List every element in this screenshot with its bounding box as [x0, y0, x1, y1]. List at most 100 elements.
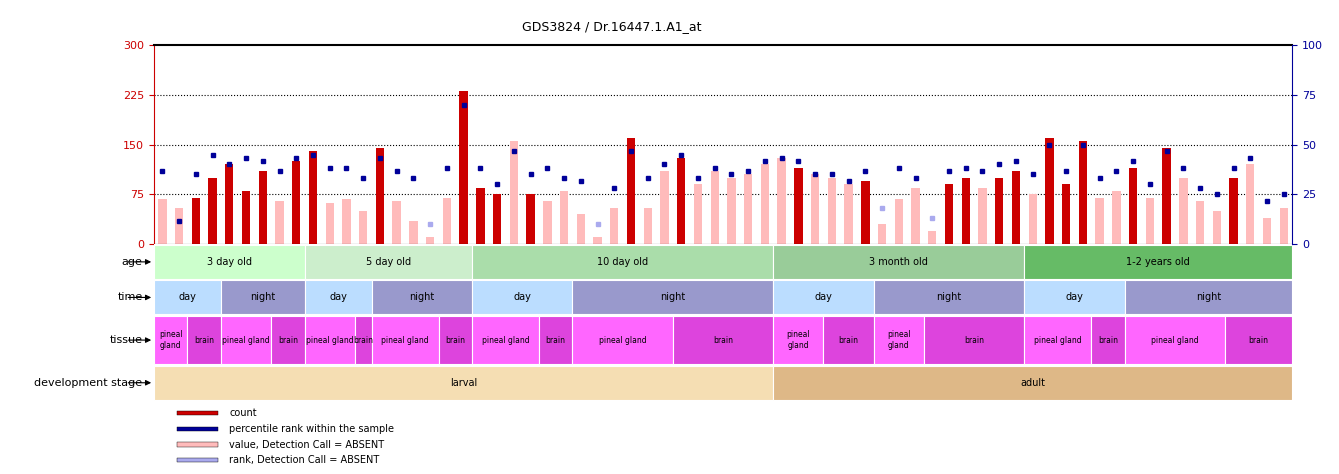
Bar	[1225, 316, 1292, 364]
Bar	[439, 316, 473, 364]
Bar	[861, 181, 869, 244]
Bar	[1024, 245, 1292, 279]
Text: pineal gland: pineal gland	[305, 336, 353, 345]
Bar	[823, 316, 874, 364]
Bar	[1024, 281, 1125, 315]
Bar	[355, 316, 372, 364]
Bar	[242, 191, 250, 244]
Bar	[995, 178, 1003, 244]
Bar	[177, 443, 218, 447]
Text: day: day	[1066, 292, 1083, 302]
Bar	[1213, 211, 1221, 244]
Text: 5 day old: 5 day old	[366, 257, 411, 267]
Bar	[158, 199, 166, 244]
Bar	[410, 221, 418, 244]
Bar	[794, 168, 802, 244]
Text: 3 day old: 3 day old	[206, 257, 252, 267]
Bar	[774, 281, 874, 315]
Text: pineal
gland: pineal gland	[786, 330, 810, 350]
Text: development stage: development stage	[35, 378, 143, 388]
Bar	[961, 178, 969, 244]
Bar	[711, 171, 719, 244]
Bar	[209, 178, 217, 244]
Text: brain: brain	[1249, 336, 1268, 345]
Bar	[1028, 194, 1036, 244]
Text: day: day	[513, 292, 532, 302]
Bar	[678, 158, 686, 244]
Bar	[912, 188, 920, 244]
Text: pineal gland: pineal gland	[599, 336, 647, 345]
Text: day: day	[178, 292, 197, 302]
Text: 10 day old: 10 day old	[597, 257, 648, 267]
Bar	[187, 316, 221, 364]
Bar	[593, 237, 601, 244]
Text: tissue: tissue	[110, 335, 143, 345]
Text: adult: adult	[1020, 378, 1046, 388]
Bar	[1162, 148, 1170, 244]
Bar	[177, 458, 218, 463]
Bar	[874, 316, 924, 364]
Bar	[560, 191, 568, 244]
Bar	[660, 171, 668, 244]
Bar	[493, 194, 501, 244]
Text: GDS3824 / Dr.16447.1.A1_at: GDS3824 / Dr.16447.1.A1_at	[522, 20, 702, 33]
Bar	[343, 199, 351, 244]
Text: brain: brain	[964, 336, 984, 345]
Bar	[761, 164, 769, 244]
Bar	[945, 184, 953, 244]
Bar	[1196, 201, 1204, 244]
Bar	[1113, 191, 1121, 244]
Bar	[1079, 141, 1087, 244]
Bar	[1062, 184, 1070, 244]
Bar	[359, 211, 367, 244]
Bar	[979, 188, 987, 244]
Bar	[674, 316, 774, 364]
Text: percentile rank within the sample: percentile rank within the sample	[229, 424, 394, 434]
Bar	[774, 366, 1292, 400]
Text: pineal
gland: pineal gland	[159, 330, 182, 350]
Bar	[544, 201, 552, 244]
Bar	[272, 316, 305, 364]
Text: pineal gland: pineal gland	[222, 336, 270, 345]
Bar	[154, 245, 305, 279]
Text: brain: brain	[714, 336, 732, 345]
Bar	[1046, 138, 1054, 244]
Bar	[392, 201, 400, 244]
Bar	[1229, 178, 1237, 244]
Bar	[1129, 168, 1137, 244]
Bar	[177, 411, 218, 415]
Bar	[473, 316, 540, 364]
Bar	[778, 158, 786, 244]
Bar	[154, 316, 187, 364]
Bar	[878, 224, 886, 244]
Bar	[1146, 198, 1154, 244]
Bar	[811, 174, 819, 244]
Bar	[376, 148, 384, 244]
Text: brain: brain	[353, 336, 374, 345]
Text: pineal gland: pineal gland	[1152, 336, 1198, 345]
Bar	[627, 138, 635, 244]
Bar	[526, 194, 534, 244]
Bar	[175, 208, 183, 244]
Bar	[1095, 198, 1103, 244]
Text: pineal
gland: pineal gland	[886, 330, 911, 350]
Text: brain: brain	[279, 336, 297, 345]
Bar	[1125, 316, 1225, 364]
Bar	[309, 151, 317, 244]
Text: night: night	[1196, 292, 1221, 302]
Bar	[221, 281, 305, 315]
Bar	[727, 178, 735, 244]
Text: count: count	[229, 408, 257, 419]
Bar	[305, 281, 372, 315]
Bar	[577, 214, 585, 244]
Bar	[221, 316, 272, 364]
Bar	[154, 366, 774, 400]
Bar	[191, 198, 200, 244]
Bar	[510, 141, 518, 244]
Bar	[443, 198, 451, 244]
Text: night: night	[250, 292, 276, 302]
Bar	[372, 281, 473, 315]
Bar	[828, 178, 836, 244]
Bar	[744, 174, 753, 244]
Text: pineal gland: pineal gland	[482, 336, 529, 345]
